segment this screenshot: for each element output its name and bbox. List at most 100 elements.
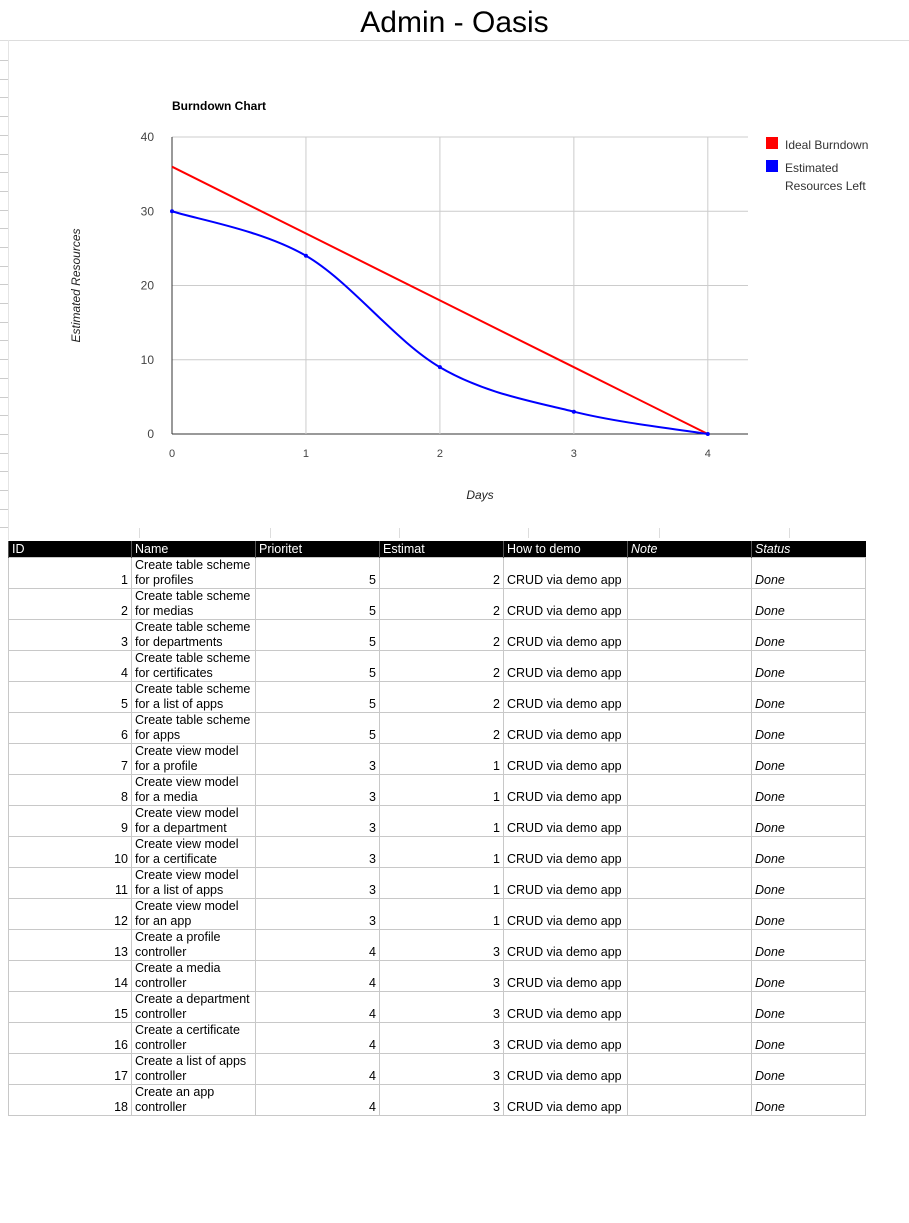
cell-status: Done — [751, 557, 866, 589]
cell-prioritet: 5 — [255, 557, 380, 589]
cell-how-to-demo: CRUD via demo app — [503, 619, 628, 651]
cell-status: Done — [751, 712, 866, 744]
cell-note — [627, 805, 752, 837]
column-header-note: Note — [627, 541, 752, 558]
series-point — [571, 409, 576, 414]
cell-note — [627, 743, 752, 775]
table-row: 9 Create view model for a department 3 1 CRU… — [8, 805, 866, 837]
cell-id: 6 — [8, 712, 132, 744]
cell-id: 18 — [8, 1084, 132, 1116]
cell-name: Create a list of apps controller — [131, 1053, 256, 1085]
column-header-estimat: Estimat — [379, 541, 504, 558]
cell-name: Create a department controller — [131, 991, 256, 1023]
table-row: 6 Create table scheme for apps 5 2 CRUD via … — [8, 712, 866, 744]
column-header-how-to-demo: How to demo — [503, 541, 628, 558]
cell-status: Done — [751, 805, 866, 837]
cell-prioritet: 3 — [255, 774, 380, 806]
cell-status: Done — [751, 991, 866, 1023]
table-row: 12 Create view model for an app 3 1 CRUD via… — [8, 898, 866, 930]
cell-prioritet: 3 — [255, 867, 380, 899]
cell-how-to-demo: CRUD via demo app — [503, 650, 628, 682]
cell-prioritet: 5 — [255, 619, 380, 651]
cell-name: Create view model for an app — [131, 898, 256, 930]
cell-name: Create a media controller — [131, 960, 256, 992]
cell-estimat: 2 — [379, 712, 504, 744]
legend-label-estimated-resources-left: Estimated Resources Left — [785, 161, 866, 193]
cell-id: 2 — [8, 588, 132, 620]
cell-estimat: 1 — [379, 774, 504, 806]
cell-prioritet: 5 — [255, 712, 380, 744]
cell-name: Create a profile controller — [131, 929, 256, 961]
cell-status: Done — [751, 588, 866, 620]
cell-estimat: 1 — [379, 805, 504, 837]
cell-status: Done — [751, 929, 866, 961]
table-row: 3 Create table scheme for departments 5 2 CR… — [8, 619, 866, 651]
column-header-id: ID — [8, 541, 132, 558]
cell-prioritet: 3 — [255, 743, 380, 775]
cell-id: 9 — [8, 805, 132, 837]
series-point — [170, 209, 174, 214]
cell-id: 16 — [8, 1022, 132, 1054]
table-row: 8 Create view model for a media 3 1 CRUD via… — [8, 774, 866, 806]
table-row: 15 Create a department controller 4 3 CRUD v… — [8, 991, 866, 1023]
x-tick-label: 4 — [705, 448, 711, 460]
cell-id: 8 — [8, 774, 132, 806]
cell-how-to-demo: CRUD via demo app — [503, 557, 628, 589]
cell-status: Done — [751, 960, 866, 992]
cell-status: Done — [751, 1053, 866, 1085]
cell-how-to-demo: CRUD via demo app — [503, 867, 628, 899]
cell-name: Create view model for a department — [131, 805, 256, 837]
cell-note — [627, 588, 752, 620]
y-tick-label: 20 — [141, 279, 155, 293]
cell-name: Create table scheme for apps — [131, 712, 256, 744]
y-tick-label: 40 — [141, 130, 155, 144]
cell-estimat: 2 — [379, 681, 504, 713]
cell-how-to-demo: CRUD via demo app — [503, 898, 628, 930]
cell-estimat: 1 — [379, 867, 504, 899]
cell-estimat: 2 — [379, 619, 504, 651]
cell-status: Done — [751, 650, 866, 682]
chart-area — [8, 40, 909, 540]
cell-estimat: 3 — [379, 929, 504, 961]
cell-how-to-demo: CRUD via demo app — [503, 588, 628, 620]
cell-status: Done — [751, 898, 866, 930]
cell-prioritet: 5 — [255, 588, 380, 620]
cell-name: Create view model for a certificate — [131, 836, 256, 868]
cell-how-to-demo: CRUD via demo app — [503, 960, 628, 992]
cell-name: Create table scheme for departments — [131, 619, 256, 651]
table-row: 11 Create view model for a list of apps 3 1… — [8, 867, 866, 899]
table-row: 14 Create a media controller 4 3 CRUD via de… — [8, 960, 866, 992]
cell-how-to-demo: CRUD via demo app — [503, 836, 628, 868]
table-row: 18 Create an app controller 4 3 CRUD via dem… — [8, 1084, 866, 1116]
cell-status: Done — [751, 774, 866, 806]
cell-estimat: 2 — [379, 650, 504, 682]
x-tick-label: 3 — [571, 448, 577, 460]
x-tick-label: 0 — [169, 448, 175, 460]
cell-id: 3 — [8, 619, 132, 651]
table-row: 7 Create view model for a profile 3 1 CRUD v… — [8, 743, 866, 775]
table-row: 4 Create table scheme for certificates 5 2 C… — [8, 650, 866, 682]
cell-prioritet: 3 — [255, 805, 380, 837]
cell-how-to-demo: CRUD via demo app — [503, 774, 628, 806]
table-row: 2 Create table scheme for medias 5 2 CRUD vi… — [8, 588, 866, 620]
cell-estimat: 3 — [379, 1084, 504, 1116]
series-point — [303, 253, 308, 258]
cell-how-to-demo: CRUD via demo app — [503, 929, 628, 961]
cell-status: Done — [751, 743, 866, 775]
y-tick-label: 0 — [147, 427, 154, 441]
burndown-chart: Burndown Chart 0 10 20 30 40 0 1 2 3 4 Days Estimate… — [69, 99, 868, 502]
cell-note — [627, 991, 752, 1023]
cell-prioritet: 5 — [255, 681, 380, 713]
chart-title: Burndown Chart — [172, 99, 266, 113]
cell-id: 11 — [8, 867, 132, 899]
legend-label-ideal-burndown: Ideal Burndown — [785, 138, 868, 152]
cell-how-to-demo: CRUD via demo app — [503, 743, 628, 775]
cell-how-to-demo: CRUD via demo app — [503, 991, 628, 1023]
cell-id: 1 — [8, 557, 132, 589]
cell-name: Create table scheme for certificates — [131, 650, 256, 682]
cell-name: Create view model for a profile — [131, 743, 256, 775]
table-row: 13 Create a profile controller 4 3 CRUD via … — [8, 929, 866, 961]
cell-id: 15 — [8, 991, 132, 1023]
cell-estimat: 3 — [379, 1053, 504, 1085]
cell-name: Create table scheme for medias — [131, 588, 256, 620]
